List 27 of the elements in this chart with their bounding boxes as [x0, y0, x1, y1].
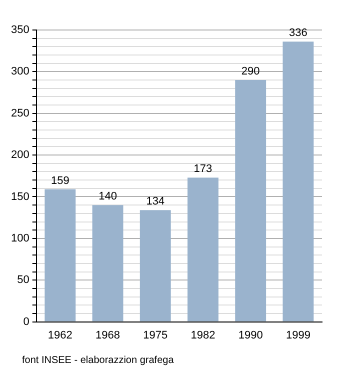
- y-tick-label: 50: [17, 274, 30, 286]
- x-tick-label: 1962: [48, 329, 72, 342]
- x-tick-label: 1975: [143, 329, 168, 342]
- x-tick-label: 1968: [96, 329, 120, 342]
- text: font INSEE - elaborazzion grafega: [22, 355, 174, 366]
- x-tick-label: 1990: [238, 329, 263, 342]
- data-label: 159: [50, 174, 70, 187]
- bar: [235, 80, 266, 322]
- y-tick-label: 300: [10, 66, 30, 78]
- bar: [92, 205, 124, 322]
- bar: [44, 189, 76, 322]
- bar: [282, 42, 314, 322]
- bar: [188, 178, 218, 322]
- x-tick-label: 1999: [286, 329, 310, 342]
- y-tick-label: 150: [10, 190, 30, 203]
- y-tick-label: 250: [10, 107, 30, 120]
- data-label: 140: [98, 190, 117, 203]
- y-tick-label: 350: [10, 24, 30, 36]
- data-label: 134: [146, 196, 165, 208]
- data-label: 290: [241, 66, 260, 78]
- x-tick-label: 1982: [190, 329, 216, 342]
- data-label: 173: [194, 163, 212, 176]
- y-tick-label: 200: [10, 149, 30, 162]
- bar: [140, 210, 171, 322]
- y-tick-label: 0: [23, 316, 30, 328]
- y-tick-label: 100: [10, 232, 30, 244]
- data-label: 336: [289, 27, 308, 40]
